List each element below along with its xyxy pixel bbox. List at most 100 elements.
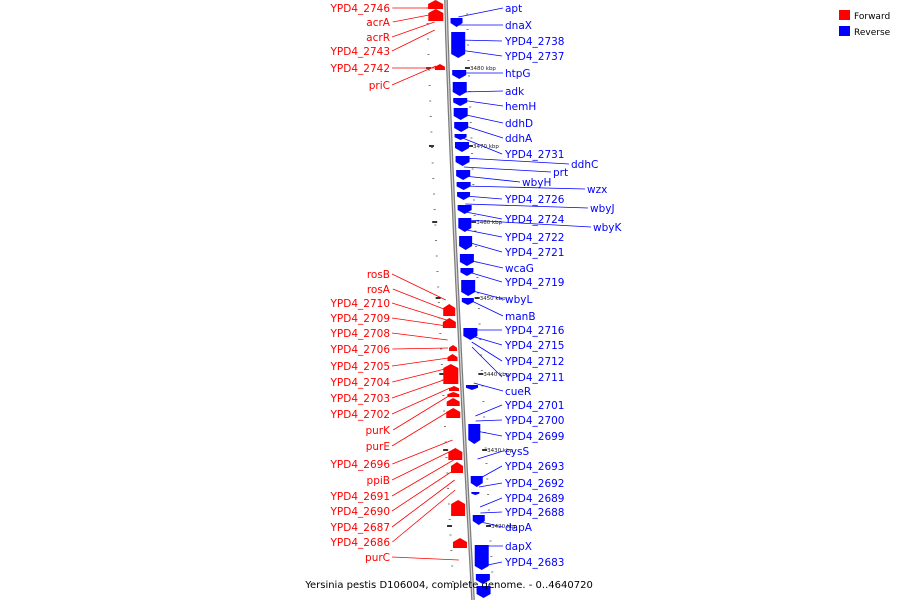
forward-gene-feature — [443, 304, 456, 316]
kbp-ticks: 3480 kbp 3470 kbp 3460 kbp 3450 kbp 3440 kbp… — [425, 66, 518, 530]
leader-line — [463, 157, 570, 165]
reverse-gene-feature — [471, 492, 480, 495]
gene-label: YPD4_2704 — [330, 377, 391, 389]
leader-line — [464, 175, 521, 183]
gene-label: manB — [505, 311, 536, 323]
gene-label: wbyL — [505, 294, 532, 306]
gene-label: YPD4_2703 — [330, 393, 390, 405]
gene-label: rosA — [367, 284, 391, 296]
gene-label: YPD4_2688 — [504, 507, 564, 519]
gene-label: apt — [505, 3, 522, 15]
gene-label: YPD4_2711 — [504, 372, 564, 384]
forward-gene-feature — [452, 538, 467, 548]
label-leader-lines — [391, 7, 592, 567]
leader-line — [466, 229, 503, 238]
forward-gene-feature — [448, 448, 463, 460]
gene-label: YPD4_2726 — [504, 194, 565, 206]
reverse-gene-feature — [459, 254, 474, 266]
gene-label: wcaG — [505, 263, 534, 275]
leader-line — [391, 449, 454, 481]
leader-line — [475, 404, 503, 417]
gene-label: YPD4_2689 — [504, 493, 564, 505]
leader-line — [391, 387, 451, 415]
leader-line — [392, 13, 435, 23]
tick-label: 3420 kbp — [491, 524, 517, 530]
reverse-gene-feature — [452, 70, 467, 79]
leader-line — [468, 271, 503, 283]
reverse-gene-feature — [458, 218, 472, 232]
forward-gene-feature — [451, 500, 466, 516]
gene-label: wzx — [587, 184, 607, 196]
gene-label: dapA — [505, 522, 533, 534]
leader-line — [471, 346, 503, 378]
gene-label: wbyH — [522, 177, 551, 189]
leader-line — [477, 450, 504, 460]
gene-label: wbyJ — [590, 203, 615, 215]
gene-label: YPD4_2716 — [504, 325, 565, 337]
leader-line — [471, 335, 503, 346]
reverse-gene-feature — [474, 545, 489, 570]
leader-line — [391, 459, 454, 497]
reverse-gene-feature — [456, 182, 471, 190]
leader-line — [391, 273, 446, 301]
gene-label: YPD4_2742 — [330, 63, 390, 75]
leader-line — [391, 21, 435, 38]
gene-label: YPD4_2687 — [330, 522, 390, 534]
reverse-gene-feature — [456, 170, 471, 180]
forward-gene-feature — [428, 9, 444, 21]
gene-label: acrA — [366, 17, 391, 29]
reverse-gene-feature — [468, 424, 481, 444]
reverse-gene-feature — [452, 82, 467, 96]
reverse-gene-feature — [465, 385, 478, 390]
leader-line — [476, 430, 503, 437]
gene-label: YPD4_2712 — [504, 356, 564, 368]
reverse-gene-feature — [476, 586, 491, 598]
gene-label: dapX — [505, 541, 532, 553]
reverse-gene-feature — [461, 298, 474, 305]
gene-label: YPD4_2706 — [330, 344, 391, 356]
leader-line — [466, 219, 592, 228]
reverse-gene-feature — [450, 18, 463, 27]
leader-line — [391, 469, 455, 512]
leader-line — [391, 29, 435, 52]
gene-label: YPD4_2705 — [330, 361, 390, 373]
forward-gene-feature — [449, 345, 458, 351]
leader-line — [466, 241, 503, 253]
gene-label: YPD4_2701 — [504, 400, 564, 412]
legend-forward-label: Forward — [854, 12, 890, 22]
gene-label: ppiB — [367, 475, 390, 487]
leader-line — [392, 489, 456, 543]
forward-gene-feature — [447, 354, 458, 361]
gene-label: YPD4_2710 — [330, 298, 390, 310]
gene-label: cysS — [505, 446, 529, 458]
gene-label: hemH — [505, 101, 536, 113]
leader-line — [465, 203, 589, 209]
gene-label: YPD4_2708 — [330, 328, 390, 340]
reverse-gene-feature — [453, 108, 468, 120]
leader-line — [392, 347, 449, 350]
gene-label: YPD4_2709 — [330, 313, 390, 325]
forward-gene-feature — [446, 398, 460, 406]
leader-line — [469, 289, 504, 300]
leader-line — [461, 113, 504, 124]
gene-label: cueR — [505, 386, 531, 398]
gene-label: purC — [365, 552, 390, 564]
gene-label: purE — [366, 441, 390, 453]
gene-label: YPD4_2691 — [330, 491, 390, 503]
gene-label: htpG — [505, 68, 531, 80]
leader-line — [392, 394, 451, 431]
backbone-highlight — [445, 0, 474, 600]
gene-label: YPD4_2693 — [504, 461, 564, 473]
tick-label: 3430 kbp — [487, 448, 513, 454]
reverse-gene-feature — [461, 280, 476, 296]
reverse-gene-feature — [451, 32, 466, 58]
leader-line — [480, 511, 503, 514]
tick-label: 3450 kbp — [480, 296, 506, 302]
leader-line — [480, 521, 504, 528]
gene-label: YPD4_2721 — [504, 247, 564, 259]
gene-label: wbyK — [593, 222, 622, 234]
legend-forward-swatch — [839, 10, 850, 20]
leader-line — [467, 259, 504, 269]
gene-label: YPD4_2700 — [504, 415, 564, 427]
